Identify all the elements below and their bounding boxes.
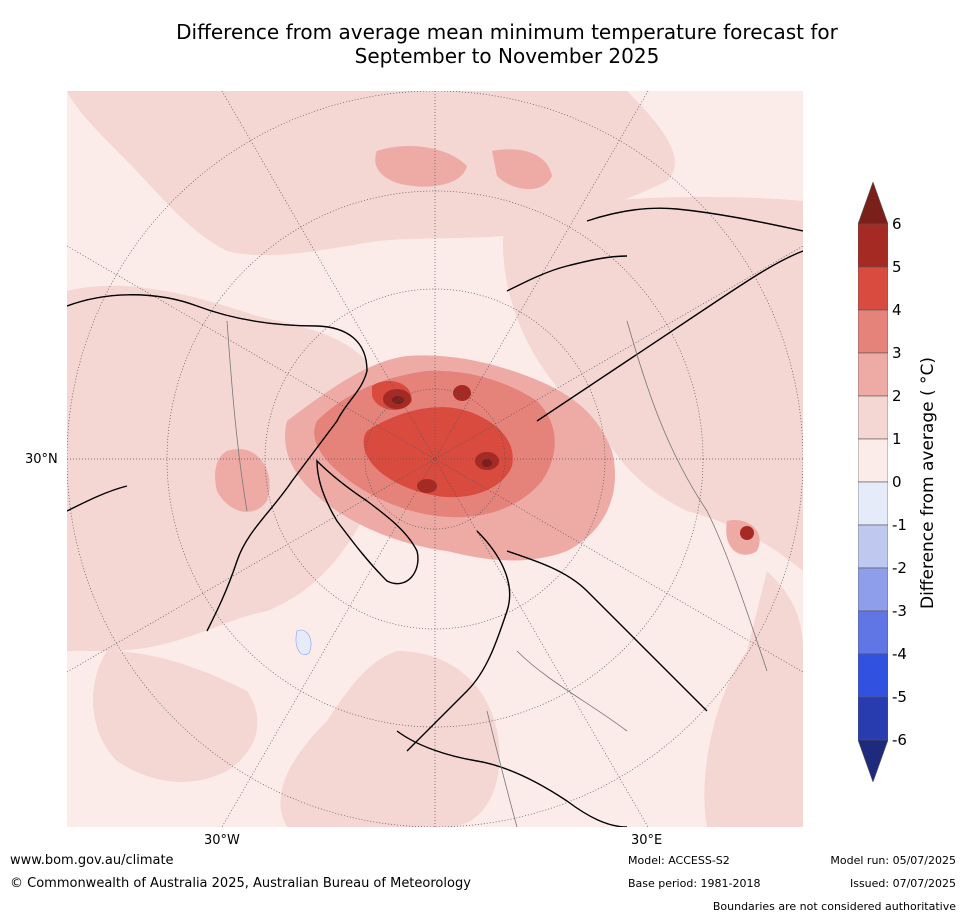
colorbar-segment-5-6 bbox=[858, 223, 888, 268]
map-canvas bbox=[67, 91, 803, 827]
colorbar-tick: 5 bbox=[892, 258, 902, 276]
colorbar-segment-4-5 bbox=[858, 266, 888, 311]
colorbar-tick: 4 bbox=[892, 301, 902, 319]
model-run-date: Model run: 05/07/2025 bbox=[830, 854, 956, 867]
boundaries-disclaimer: Boundaries are not considered authoritat… bbox=[712, 900, 956, 913]
longitude-label-30w: 30°W bbox=[204, 833, 240, 848]
colorbar-segment-m4-m3 bbox=[858, 610, 888, 655]
map-title-line2: September to November 2025 bbox=[354, 44, 660, 68]
colorbar-tick: 3 bbox=[892, 344, 902, 362]
colorbar-segment-1-2 bbox=[858, 395, 888, 440]
colorbar-tick: 0 bbox=[892, 473, 902, 491]
colorbar-segment-m5-m4 bbox=[858, 653, 888, 698]
colorbar-segment-m6-m5 bbox=[858, 696, 888, 741]
coastlines bbox=[67, 207, 803, 827]
colorbar-tick: 1 bbox=[892, 430, 902, 448]
colorbar-segment-m1-0 bbox=[858, 481, 888, 526]
website-link[interactable]: www.bom.gov.au/climate bbox=[10, 853, 174, 868]
colorbar-tick: -3 bbox=[892, 602, 907, 620]
longitude-label-30e: 30°E bbox=[631, 833, 663, 848]
colorbar-segment-0-1 bbox=[858, 438, 888, 483]
base-period: Base period: 1981-2018 bbox=[628, 877, 761, 890]
latitude-label-30n: 30°N bbox=[25, 452, 58, 467]
colorbar-segment-m2-m1 bbox=[858, 524, 888, 569]
colorbar-segment-m3-m2 bbox=[858, 567, 888, 612]
model-name: Model: ACCESS-S2 bbox=[628, 854, 730, 867]
colorbar-segment-3-4 bbox=[858, 309, 888, 354]
colorbar-tick: 6 bbox=[892, 215, 902, 233]
country-borders bbox=[226, 320, 768, 827]
issued-date: Issued: 07/07/2025 bbox=[849, 877, 956, 890]
colorbar-tick: -6 bbox=[892, 731, 907, 749]
colorbar-cap-above-6 bbox=[858, 182, 888, 225]
colorbar-tick: -2 bbox=[892, 559, 907, 577]
colorbar-tick: -4 bbox=[892, 645, 907, 663]
colorbar-tick: 2 bbox=[892, 387, 902, 405]
map-title-line1: Difference from average mean minimum tem… bbox=[176, 20, 838, 44]
copyright-text: © Commonwealth of Australia 2025, Austra… bbox=[10, 876, 471, 891]
colorbar-axis-label: Difference from average ( °C) bbox=[918, 356, 938, 610]
colorbar bbox=[858, 182, 888, 782]
colorbar-tick: -5 bbox=[892, 688, 907, 706]
polar-map[interactable] bbox=[67, 91, 803, 827]
colorbar-segment-2-3 bbox=[858, 352, 888, 397]
anomaly-band-minus1-0 bbox=[295, 629, 312, 655]
graticule bbox=[67, 91, 803, 827]
anomaly-band-above-6 bbox=[392, 396, 492, 467]
colorbar-cap-below-m6 bbox=[858, 739, 888, 782]
map-title: Difference from average mean minimum tem… bbox=[0, 20, 965, 68]
colorbar-tick: -1 bbox=[892, 516, 907, 534]
